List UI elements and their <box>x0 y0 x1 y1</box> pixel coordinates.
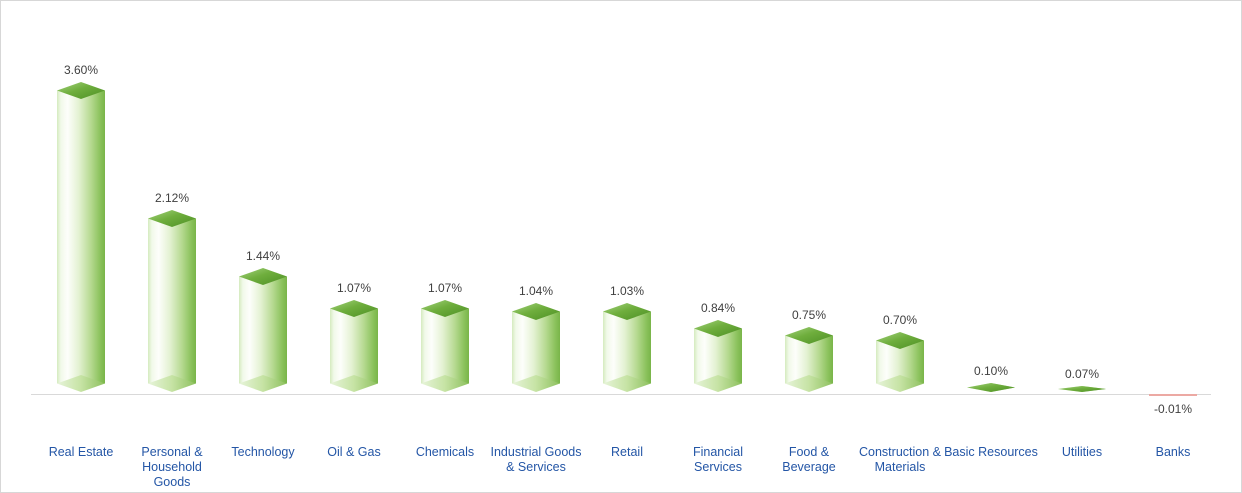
bar <box>330 300 378 392</box>
category-label: Retail <box>611 445 643 459</box>
chart-column: 0.75% Food & Beverage <box>761 1 857 492</box>
bar <box>603 303 651 392</box>
bar <box>967 383 1015 392</box>
value-label: 2.12% <box>154 191 190 205</box>
chart-column: 3.60% Real Estate <box>33 1 129 492</box>
category-label: Construction & Materials <box>859 445 941 474</box>
chart-column: -0.01% Banks <box>1125 1 1221 492</box>
value-label: 3.60% <box>63 63 99 77</box>
category-label: Real Estate <box>48 445 114 459</box>
value-label: -0.01% <box>1153 402 1193 416</box>
category-label: Oil & Gas <box>327 445 381 459</box>
chart-column: 1.07% Oil & Gas <box>306 1 402 492</box>
bar-negative <box>1149 394 1197 396</box>
category-label: Financial Services <box>692 445 744 474</box>
category-label: Banks <box>1155 445 1191 459</box>
bar <box>512 303 560 392</box>
value-label: 1.03% <box>609 284 645 298</box>
category-label: Utilities <box>1061 445 1103 459</box>
value-label: 1.44% <box>245 249 281 263</box>
value-label: 0.10% <box>973 364 1009 378</box>
value-label: 0.70% <box>882 313 918 327</box>
category-label: Personal & Household Goods <box>141 445 203 489</box>
category-label: Technology <box>231 445 295 459</box>
chart-column: 2.12% Personal & Household Goods <box>124 1 220 492</box>
chart-column: 1.04% Industrial Goods & Services <box>488 1 584 492</box>
category-label: Industrial Goods & Services <box>490 445 582 474</box>
chart-column: 0.84% Financial Services <box>670 1 766 492</box>
bar <box>421 300 469 392</box>
bar <box>876 332 924 392</box>
chart-column: 0.70% Construction & Materials <box>852 1 948 492</box>
value-label: 0.84% <box>700 301 736 315</box>
value-label: 0.75% <box>791 308 827 322</box>
chart-column: 0.10% Basic Resources <box>943 1 1039 492</box>
value-label: 1.04% <box>518 284 554 298</box>
value-label: 1.07% <box>427 281 463 295</box>
chart-column: 1.07% Chemicals <box>397 1 493 492</box>
bar <box>1058 386 1106 392</box>
bar <box>694 320 742 392</box>
bar <box>239 268 287 392</box>
chart-column: 1.44% Technology <box>215 1 311 492</box>
chart-column: 0.07% Utilities <box>1034 1 1130 492</box>
bar <box>785 327 833 392</box>
value-label: 1.07% <box>336 281 372 295</box>
bar <box>148 210 196 392</box>
x-axis-line <box>31 394 1211 395</box>
category-label: Food & Beverage <box>782 445 836 474</box>
value-label: 0.07% <box>1064 367 1100 381</box>
category-label: Basic Resources <box>944 445 1038 459</box>
bar <box>57 82 105 392</box>
chart-column: 1.03% Retail <box>579 1 675 492</box>
category-label: Chemicals <box>415 445 475 459</box>
